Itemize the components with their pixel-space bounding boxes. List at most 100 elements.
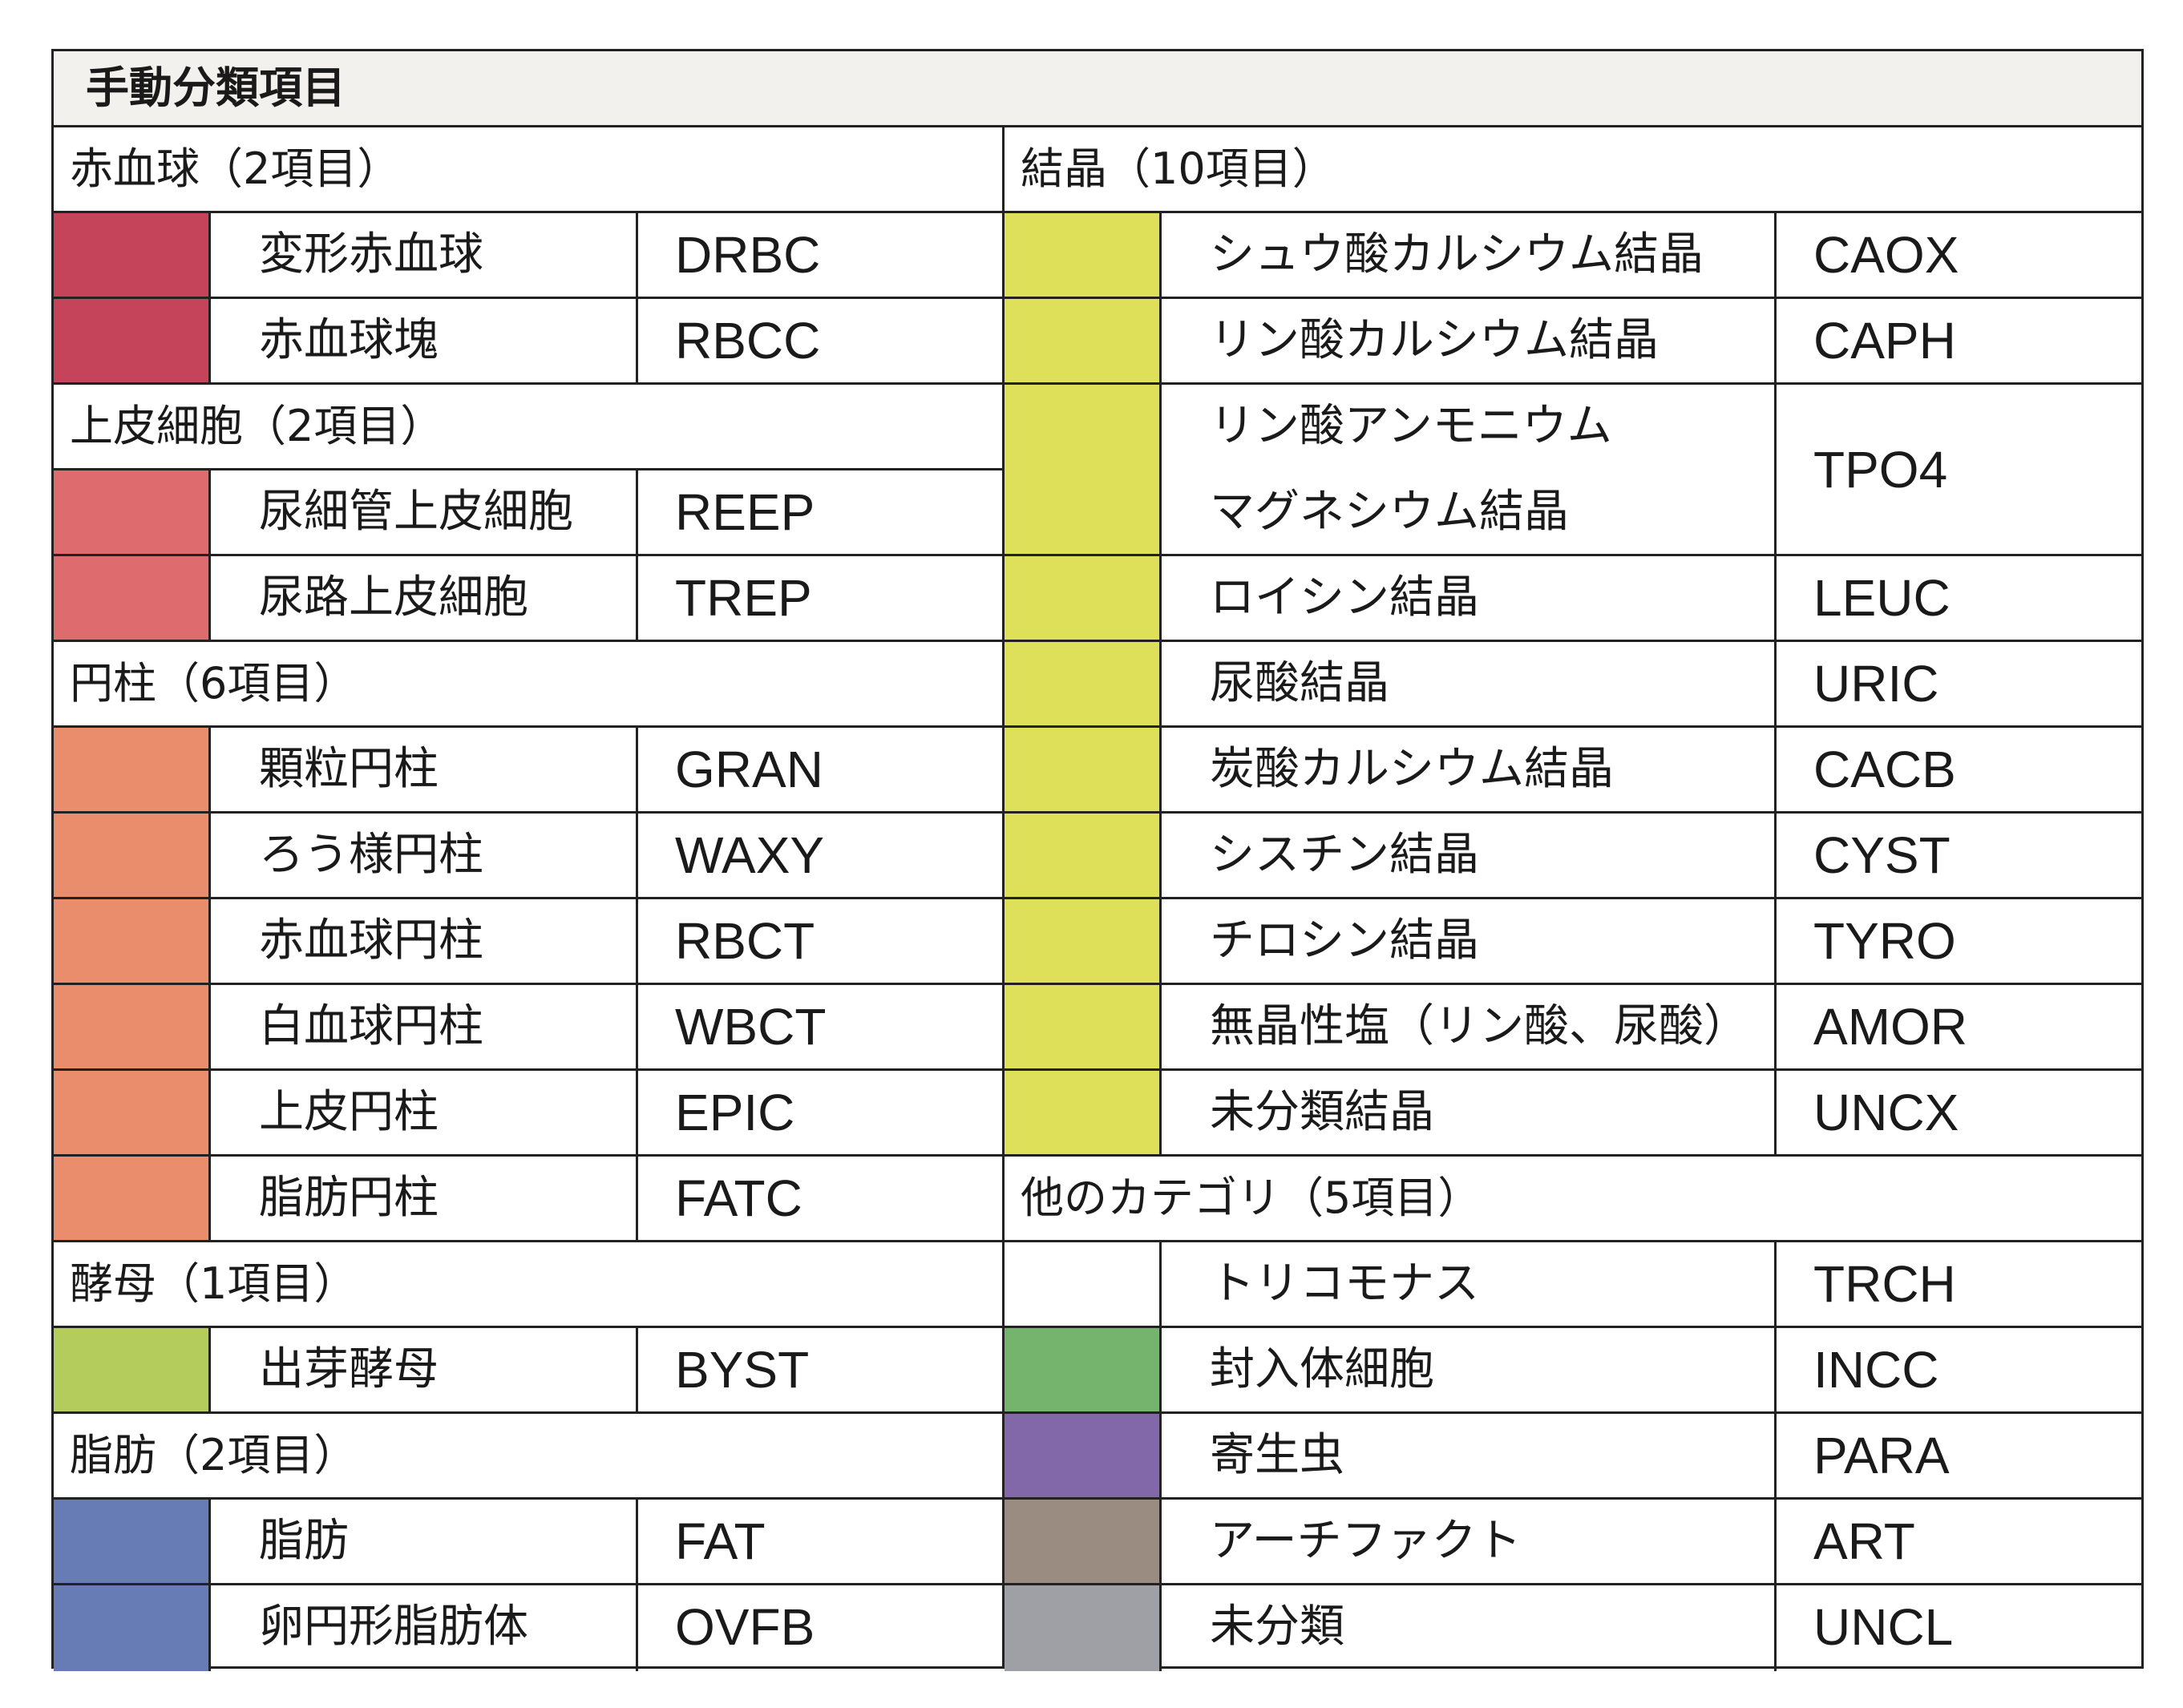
column-divider (636, 1071, 638, 1154)
item-name: 顆粒円柱 (259, 743, 439, 795)
column-divider (636, 728, 638, 811)
item-name: シュウ酸カルシウム結晶 (1210, 228, 1704, 281)
left-column: 赤血球（2項目） 変形赤血球 DRBC 赤血球塊 RBCC 上皮細胞（2項目） 尿細管上皮細… (54, 127, 1005, 1671)
classification-table: 手動分類項目 赤血球（2項目） 変形赤血球 DRBC 赤血球塊 RBCC 上皮細胞（2項目… (51, 49, 2144, 1671)
item-name: 赤血球塊 (259, 314, 439, 366)
column-divider (1774, 1328, 1777, 1411)
column-divider (636, 1500, 638, 1583)
item-code: INCC (1813, 1341, 1939, 1399)
column-divider (1774, 556, 1777, 640)
table-row: 出芽酵母 BYST (54, 1328, 1002, 1414)
item-code: OVFB (675, 1598, 815, 1656)
item-code: TYRO (1813, 912, 1956, 970)
color-swatch (54, 728, 211, 811)
item-code: REEP (675, 483, 815, 541)
category-label: 結晶（10項目） (1021, 143, 1336, 194)
column-divider (1774, 385, 1777, 554)
category-header-row: 赤血球（2項目） (54, 127, 1002, 213)
color-swatch (1005, 556, 1162, 640)
column-divider (636, 299, 638, 382)
category-label: 酵母（1項目） (70, 1258, 358, 1309)
table-row: 未分類結晶 UNCX (1005, 1071, 2141, 1157)
item-name: 炭酸カルシウム結晶 (1210, 743, 1614, 795)
item-code: DRBC (675, 226, 821, 284)
table-row: 白血球円柱 WBCT (54, 985, 1002, 1071)
column-divider (636, 556, 638, 640)
table-row: 無晶性塩（リン酸、尿酸） AMOR (1005, 985, 2141, 1071)
color-swatch (1005, 728, 1162, 811)
item-name: 尿酸結晶 (1210, 657, 1389, 709)
item-name: 卵円形脂肪体 (259, 1601, 528, 1653)
item-code: RBCC (675, 312, 821, 369)
table-row: トリコモナス TRCH (1005, 1242, 2141, 1328)
item-code: CAPH (1813, 312, 1956, 369)
column-divider (636, 1328, 638, 1411)
category-header-row: 酵母（1項目） (54, 1242, 1002, 1328)
category-header-row: 脂肪（2項目） (54, 1414, 1002, 1500)
column-divider (636, 1585, 638, 1671)
table-row: 赤血球円柱 RBCT (54, 899, 1002, 985)
column-divider (636, 1157, 638, 1240)
right-column: 結晶（10項目） シュウ酸カルシウム結晶 CAOX リン酸カルシウム結晶 CAPH リン酸… (1005, 127, 2141, 1671)
table-row: 顆粒円柱 GRAN (54, 728, 1002, 814)
column-divider (636, 814, 638, 897)
item-name: 寄生虫 (1210, 1429, 1344, 1481)
category-header-row: 他のカテゴリ（5項目） (1005, 1157, 2141, 1242)
table-row: 尿細管上皮細胞 REEP (54, 470, 1002, 556)
color-swatch (54, 899, 211, 983)
color-swatch (54, 470, 211, 554)
item-name: 白血球円柱 (259, 1000, 483, 1052)
column-divider (1774, 985, 1777, 1068)
item-name: 未分類 (1210, 1601, 1344, 1653)
color-swatch (1005, 1500, 1162, 1583)
color-swatch (54, 1157, 211, 1240)
color-swatch (54, 556, 211, 640)
item-name: シスチン結晶 (1210, 829, 1479, 881)
table-row: リン酸アンモニウム マグネシウム結晶 TPO4 (1005, 385, 2141, 556)
column-divider (636, 899, 638, 983)
item-name: 尿路上皮細胞 (259, 571, 528, 624)
table-row: 封入体細胞 INCC (1005, 1328, 2141, 1414)
table-row: ロイシン結晶 LEUC (1005, 556, 2141, 642)
table-row: 未分類 UNCL (1005, 1585, 2141, 1671)
color-swatch (54, 1585, 211, 1671)
item-name: 脂肪円柱 (259, 1172, 439, 1224)
item-code: AMOR (1813, 998, 1967, 1056)
item-code: FATC (675, 1169, 802, 1227)
column-divider (1774, 1414, 1777, 1497)
category-label: 上皮細胞（2項目） (70, 401, 444, 451)
table-title-bar: 手動分類項目 (54, 51, 2141, 127)
item-code: LEUC (1813, 569, 1951, 627)
table-row: 脂肪円柱 FATC (54, 1157, 1002, 1242)
column-divider (1774, 213, 1777, 297)
item-name: アーチファクト (1210, 1515, 1522, 1567)
item-name: 上皮円柱 (259, 1086, 439, 1138)
color-swatch (54, 985, 211, 1068)
item-name: 未分類結晶 (1210, 1086, 1434, 1138)
item-code: PARA (1813, 1427, 1950, 1484)
category-header-row: 結晶（10項目） (1005, 127, 2141, 213)
column-divider (1774, 642, 1777, 725)
item-name: チロシン結晶 (1210, 915, 1479, 967)
item-code: UNCX (1813, 1084, 1959, 1141)
item-code: CYST (1813, 826, 1951, 884)
item-code: EPIC (675, 1084, 795, 1141)
table-row: 赤血球塊 RBCC (54, 299, 1002, 385)
color-swatch (54, 1500, 211, 1583)
column-divider (1774, 1242, 1777, 1326)
item-code: TREP (675, 569, 812, 627)
item-name: トリコモナス (1210, 1258, 1479, 1310)
item-name-line2: マグネシウム結晶 (1210, 486, 1569, 538)
column-divider (1774, 728, 1777, 811)
table-row: 尿路上皮細胞 TREP (54, 556, 1002, 642)
column-divider (1774, 1500, 1777, 1583)
color-swatch (54, 1328, 211, 1411)
color-swatch (1005, 213, 1162, 297)
column-divider (1774, 814, 1777, 897)
category-label: 他のカテゴリ（5項目） (1021, 1173, 1482, 1223)
table-row: シュウ酸カルシウム結晶 CAOX (1005, 213, 2141, 299)
item-code: WAXY (675, 826, 825, 884)
table-row: 寄生虫 PARA (1005, 1414, 2141, 1500)
column-divider (1774, 1585, 1777, 1671)
category-label: 赤血球（2項目） (70, 143, 401, 194)
